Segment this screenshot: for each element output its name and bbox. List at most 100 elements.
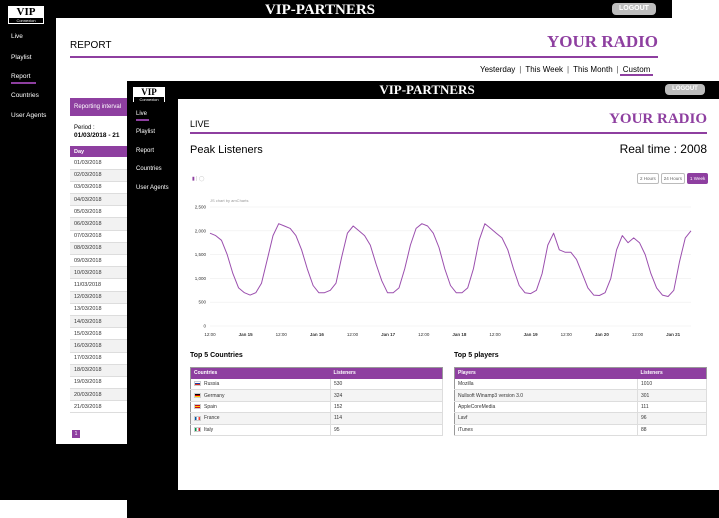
logout-button[interactable]: LOGOUT (612, 3, 656, 15)
country-name: Spain (204, 403, 217, 410)
sidebar-item-user-agents[interactable]: User Agents (11, 112, 47, 119)
table-row: 06/03/2018 (70, 217, 140, 231)
page-title: REPORT (70, 40, 112, 51)
x-tick-label: 12:00 (347, 332, 359, 337)
listener-count: 1010 (637, 378, 707, 391)
logo-title: VIP (141, 87, 157, 97)
table-row: 13/03/2018 (70, 303, 140, 316)
tab-custom[interactable]: Custom (619, 65, 654, 76)
flag-icon (194, 392, 201, 398)
listeners-header: Listeners (330, 367, 443, 379)
y-tick-label: 0 (203, 324, 206, 329)
live-panel: LIVE YOUR RADIO Peak Listeners Real time… (178, 99, 719, 490)
day-cell: 08/03/2018 (70, 242, 140, 256)
sidebar-item-countries[interactable]: Countries (136, 166, 162, 172)
player-name: Lavf (454, 412, 638, 425)
page-title: LIVE (190, 119, 210, 129)
player-name: Mozilla (454, 378, 638, 391)
players-header: Players (454, 367, 638, 379)
day-table: Day 01/03/2018 02/03/2018 03/03/2018 04/03/… (70, 146, 140, 414)
sidebar-item-playlist[interactable]: Playlist (136, 129, 156, 135)
radio-name: YOUR RADIO (609, 111, 707, 127)
x-tick-label: Jan 18 (452, 332, 467, 337)
title-divider (70, 56, 658, 58)
players-title: Top 5 players (454, 352, 499, 359)
table-row: Mozilla 1010 (454, 378, 707, 391)
peak-listeners-title: Peak Listeners (190, 144, 263, 156)
period-block: Period : 01/03/2018 - 21 (70, 116, 140, 140)
range-1-week-button[interactable]: 1 Week (687, 173, 709, 184)
table-row: 02/03/2018 (70, 169, 140, 182)
period-label: Period : (74, 125, 95, 131)
logout-button[interactable]: LOGOUT (665, 84, 705, 95)
chart-credit: JS chart by amCharts (210, 198, 248, 203)
day-cell: 04/03/2018 (70, 193, 140, 207)
period-tabs: Yesterday | This Week | This Month | Custom (477, 65, 654, 76)
title-divider (190, 132, 707, 134)
vip-logo[interactable]: VIP Connexion (8, 6, 44, 24)
x-tick-label: 12:00 (489, 332, 501, 337)
country-name: Russia (204, 380, 220, 387)
sidebar-item-countries[interactable]: Countries (11, 92, 39, 99)
day-cell: 21/03/2018 (70, 400, 140, 414)
sidebar-item-user-agents[interactable]: User Agents (136, 185, 169, 191)
listeners-series-line (209, 223, 692, 297)
sidebar-item-live[interactable]: Live (11, 33, 23, 40)
x-tick-label: Jan 21 (666, 332, 681, 337)
sidebar-item-playlist[interactable]: Playlist (11, 54, 32, 61)
table-row: 14/03/2018 (70, 315, 140, 329)
table-row: 11/03/2018 (70, 278, 140, 292)
tab-this-week[interactable]: This Week (525, 65, 564, 74)
vip-logo[interactable]: VIP Connexion (133, 87, 165, 102)
listener-count: 95 (330, 424, 443, 436)
chart-toolbar-icon[interactable]: ▮ | ◯ (192, 176, 205, 182)
table-row: 20/03/2018 (70, 388, 140, 402)
player-name: AppleCoreMedia (454, 401, 638, 414)
y-tick-label: 2,500 (195, 205, 207, 210)
sidebar-item-report[interactable]: Report (11, 73, 31, 80)
x-tick-label: Jan 15 (239, 332, 254, 337)
range-buttons: 2 Hours 24 Hours 1 Week (637, 173, 709, 184)
country-name: France (204, 415, 220, 422)
listener-count: 111 (637, 401, 707, 414)
day-cell: 01/03/2018 (70, 157, 140, 170)
table-row: 15/03/2018 (70, 327, 140, 341)
listener-count: 530 (330, 378, 443, 391)
x-tick-label: Jan 17 (381, 332, 396, 337)
day-cell: 20/03/2018 (70, 388, 140, 402)
realtime-label: Real time : (619, 142, 677, 156)
peak-listeners-chart: JS chart by amCharts 0 500 1,000 1,500 2,000… (195, 198, 692, 337)
active-indicator (11, 82, 36, 84)
table-row: Nullsoft Winamp3 version 3.0 301 (454, 389, 707, 402)
listener-count: 114 (330, 412, 443, 425)
listener-count: 96 (637, 412, 707, 425)
x-tick-label: 12:00 (204, 332, 216, 337)
x-tick-label: 12:00 (561, 332, 573, 337)
player-name: Nullsoft Winamp3 version 3.0 (454, 389, 638, 402)
range-24-hours-button[interactable]: 24 Hours (660, 173, 686, 184)
y-tick-label: 1,500 (195, 252, 207, 257)
pagination-page[interactable]: 1 (72, 430, 80, 438)
tab-yesterday[interactable]: Yesterday (480, 65, 516, 74)
table-row: 12/03/2018 (70, 291, 140, 304)
day-cell: 06/03/2018 (70, 217, 140, 231)
range-2-hours-button[interactable]: 2 Hours (637, 173, 659, 184)
day-cell: 15/03/2018 (70, 327, 140, 341)
y-tick-label: 1,000 (195, 276, 207, 281)
x-tick-label: Jan 20 (595, 332, 610, 337)
sidebar-item-report[interactable]: Report (136, 148, 155, 154)
table-row: Russia 530 (190, 378, 443, 391)
logo-subtitle: Connexion (9, 18, 43, 23)
listener-count: 152 (330, 401, 443, 414)
day-cell: 05/03/2018 (70, 205, 140, 219)
table-row: 18/03/2018 (70, 364, 140, 377)
table-row: AppleCoreMedia 111 (454, 401, 707, 414)
day-header: Day (70, 146, 140, 157)
table-row: iTunes 88 (454, 424, 707, 436)
period-value: 01/03/2018 - 21 (74, 132, 120, 139)
sidebar-item-live[interactable]: Live (136, 111, 148, 117)
x-tick-label: 12:00 (632, 332, 644, 337)
table-row: Italy 95 (190, 424, 443, 436)
tab-this-month[interactable]: This Month (573, 65, 613, 74)
y-tick-label: 2,000 (195, 228, 207, 233)
